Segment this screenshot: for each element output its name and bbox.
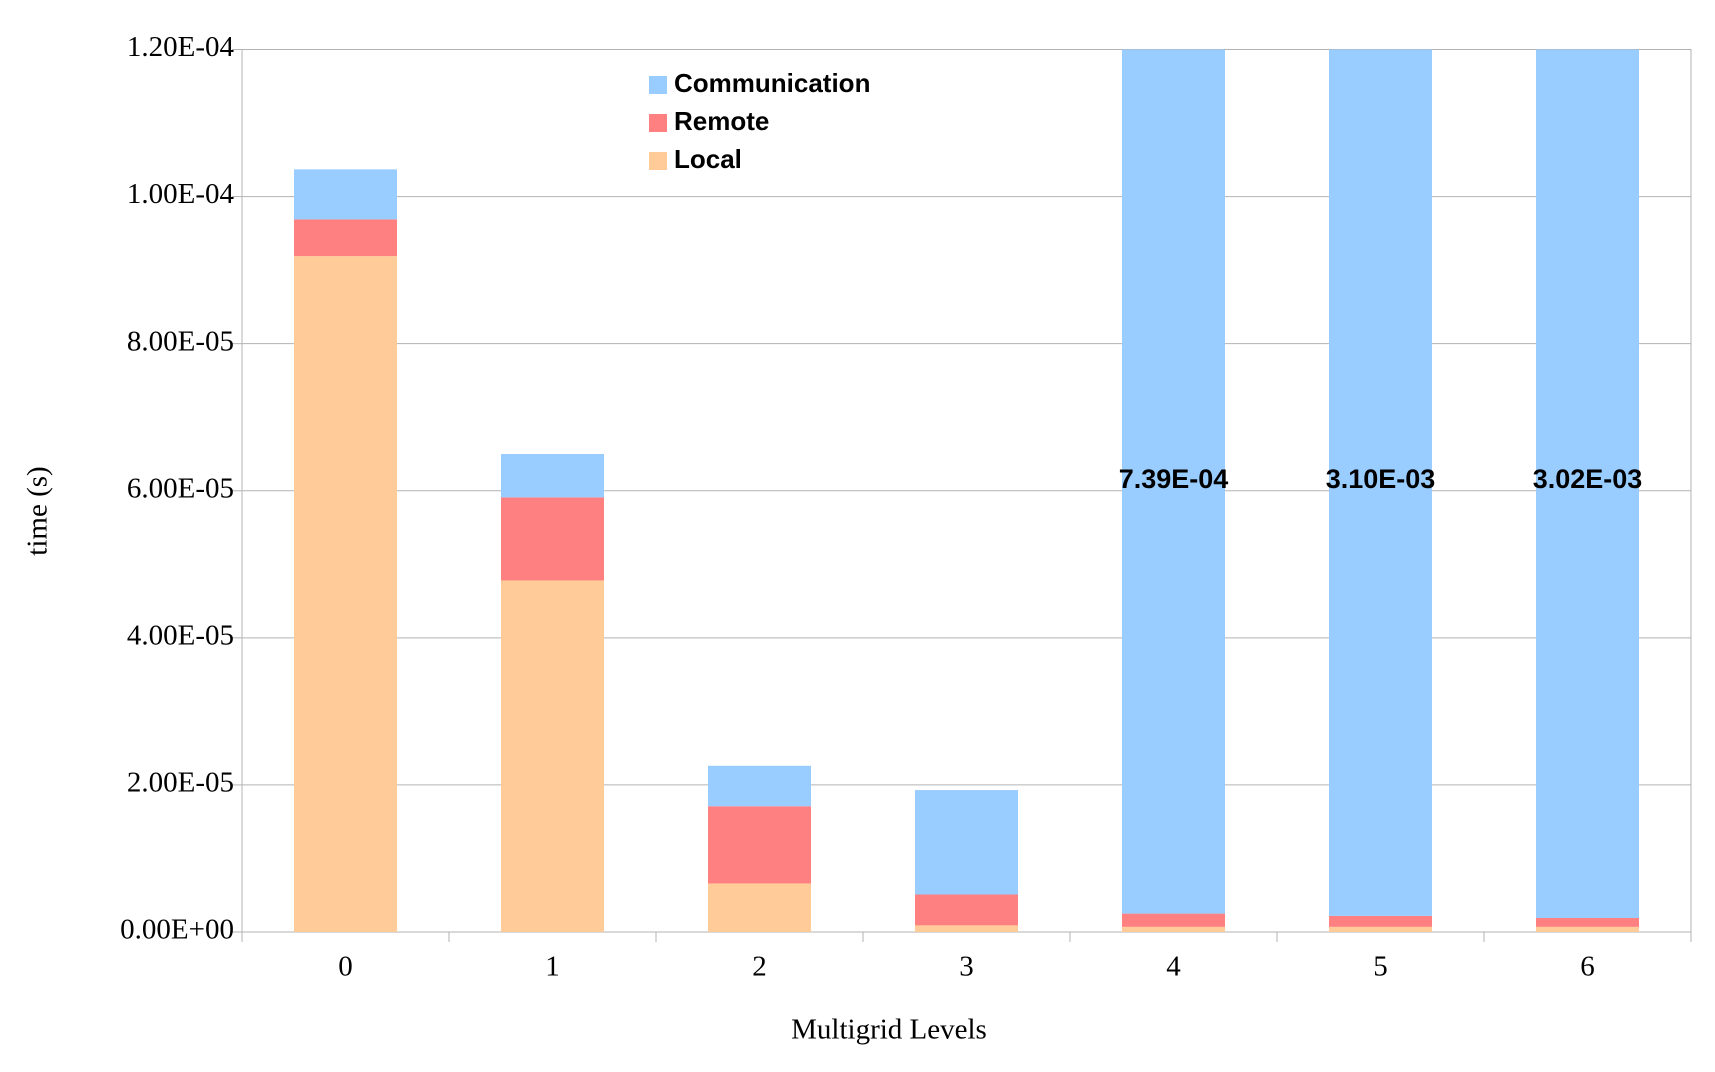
grid	[232, 49, 1692, 942]
x-tick-label: 3	[959, 951, 974, 983]
bars	[294, 49, 1639, 932]
y-tick-label: 2.00E-05	[127, 767, 234, 799]
y-tick-label: 4.00E-05	[127, 619, 234, 651]
bar-segment	[915, 790, 1018, 895]
bar-segment	[1122, 49, 1225, 914]
y-axis-title: time (s)	[22, 466, 54, 555]
bar-segment	[1329, 926, 1432, 932]
bar-segment	[1536, 918, 1639, 927]
bar-segment	[294, 219, 397, 257]
y-tick-label: 0.00E+00	[120, 914, 234, 946]
bar-segment	[501, 453, 604, 498]
bar-segment	[501, 580, 604, 932]
bar-segment	[1536, 926, 1639, 932]
y-tick-label: 1.00E-04	[127, 178, 235, 210]
x-tick-label: 5	[1373, 951, 1388, 983]
bar-segment	[915, 925, 1018, 932]
legend-label: Local	[674, 144, 742, 174]
x-tick-label: 6	[1580, 951, 1595, 983]
y-tick-label: 1.20E-04	[127, 31, 235, 63]
bar-segment	[1536, 49, 1639, 919]
bar-segment	[1122, 913, 1225, 927]
bar-segment	[708, 765, 811, 807]
y-tick-label: 6.00E-05	[127, 472, 234, 504]
value-label: 3.02E-03	[1533, 464, 1643, 494]
x-tick-label: 4	[1166, 951, 1181, 983]
legend-label: Communication	[674, 68, 870, 98]
bar-segment	[708, 806, 811, 884]
x-tick-label: 1	[545, 951, 560, 983]
bar-segment	[1329, 915, 1432, 927]
legend-label: Remote	[674, 106, 769, 136]
x-tick-label: 2	[752, 951, 767, 983]
value-label: 3.10E-03	[1326, 464, 1436, 494]
bar-segment	[501, 497, 604, 581]
bar-segment	[915, 894, 1018, 926]
labels: 0.00E+00 2.00E-05 4.00E-05 6.00E-05 8.00E-05…	[120, 31, 1642, 983]
bar-segment	[294, 256, 397, 932]
x-axis-title: Multigrid Levels	[791, 1014, 987, 1046]
bar-segment	[1329, 49, 1432, 916]
value-label: 7.39E-04	[1119, 464, 1229, 494]
y-tick-label: 8.00E-05	[127, 325, 234, 357]
legend-swatch	[649, 76, 667, 94]
bar-segment	[1122, 926, 1225, 932]
x-tick-label: 0	[338, 951, 353, 983]
bar-segment	[294, 169, 397, 220]
legend-swatch	[649, 114, 667, 132]
legend-swatch	[649, 152, 667, 170]
bar-segment	[708, 883, 811, 932]
